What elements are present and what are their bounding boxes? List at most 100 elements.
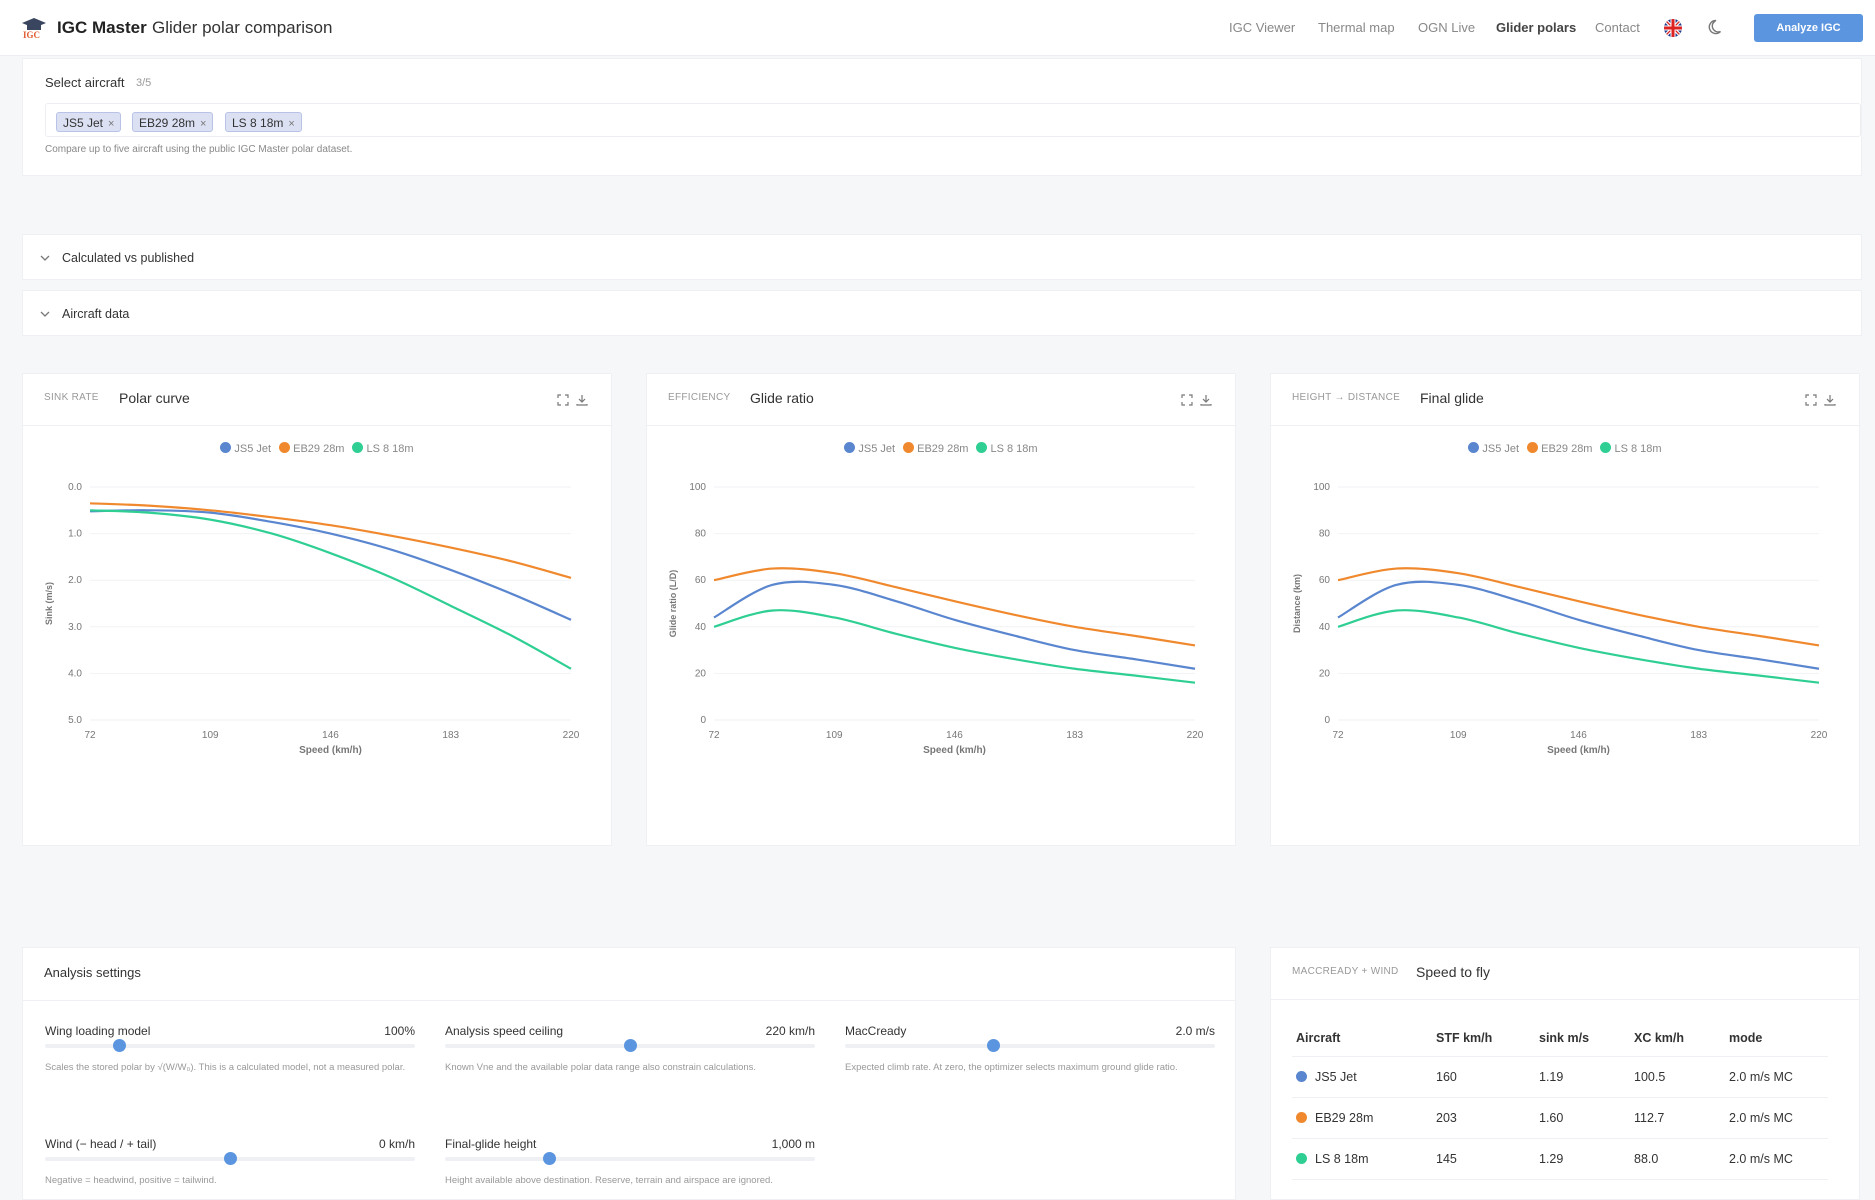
wind-slider[interactable]	[45, 1152, 415, 1165]
legend-item[interactable]: JS5 Jet	[844, 442, 895, 455]
slider-thumb[interactable]	[542, 1152, 556, 1165]
final-glide-height-slider[interactable]	[445, 1152, 815, 1165]
legend-item[interactable]: EB29 28m	[279, 442, 344, 455]
y-tick-label: 20	[1319, 668, 1331, 679]
x-tick-label: 183	[442, 730, 459, 741]
xc-cell: 88.0	[1630, 1138, 1725, 1180]
sink-cell: 1.60	[1535, 1097, 1630, 1139]
section-title: Aircraft data	[62, 307, 130, 321]
igc-logo-icon[interactable]: IGC	[20, 16, 48, 40]
series-line	[713, 567, 1196, 647]
nav-glider-polars[interactable]: Glider polars	[1496, 20, 1577, 35]
x-tick-label: 72	[84, 730, 96, 741]
panel-title: Polar curve	[119, 390, 190, 406]
panel-header: EFFICIENCY Glide ratio	[647, 374, 1235, 426]
wing-loading-model-setting: Wing loading model 100% Scales the stored …	[45, 1024, 415, 1114]
col-xc: XC km/h	[1630, 1020, 1725, 1057]
x-tick-label: 220	[1187, 730, 1204, 741]
brand-name[interactable]: IGC Master	[57, 18, 147, 37]
y-tick-label: 0	[1324, 715, 1330, 726]
mode-cell: 2.0 m/s MC	[1725, 1056, 1828, 1098]
series-line	[1337, 567, 1820, 647]
divider	[23, 1000, 1235, 1001]
slider-label: Wing loading model	[45, 1024, 151, 1038]
y-tick-label: 40	[695, 622, 707, 633]
slider-help-text: Scales the stored polar by √(W/W₀). This…	[45, 1062, 406, 1073]
nav-contact[interactable]: Contact	[1595, 20, 1640, 35]
glide-ratio-panel: EFFICIENCY Glide ratio JS5 Jet EB29 28m LS…	[646, 373, 1236, 846]
maccready-slider[interactable]	[845, 1039, 1215, 1052]
legend-dot	[352, 442, 364, 453]
slider-thumb[interactable]	[224, 1152, 237, 1165]
col-mode: mode	[1725, 1020, 1828, 1057]
tag-eb29-28m: EB29 28m ×	[132, 112, 214, 132]
chart-svg: 0 20 40 60 80 100 72 109 146 183 220 Speed (km/h) Gl…	[668, 482, 1204, 756]
remove-tag-icon[interactable]: ×	[288, 118, 295, 130]
download-icon[interactable]	[1200, 394, 1212, 406]
panel-header: MACCREADY + WIND Speed to fly	[1271, 948, 1859, 1000]
aircraft-multiselect[interactable]: JS5 Jet × EB29 28m × LS 8 18m ×	[45, 103, 1861, 137]
x-tick-label: 109	[1450, 730, 1467, 741]
fullscreen-icon[interactable]	[1181, 394, 1193, 406]
y-tick-label: 4.0	[68, 668, 82, 679]
sink-cell: 1.19	[1535, 1056, 1630, 1098]
dark-mode-moon-icon[interactable]	[1708, 18, 1726, 36]
final-glide-height-setting: Final-glide height 1,000 m Height availabl…	[445, 1137, 815, 1200]
legend-item[interactable]: EB29 28m	[903, 442, 968, 455]
col-sink: sink m/s	[1535, 1020, 1630, 1057]
xc-cell: 112.7	[1630, 1097, 1725, 1139]
legend-item[interactable]: JS5 Jet	[1468, 442, 1519, 455]
legend-item[interactable]: LS 8 18m	[352, 442, 414, 455]
nav-igc-viewer[interactable]: IGC Viewer	[1229, 20, 1296, 35]
tag-ls8-18m: LS 8 18m ×	[225, 112, 302, 132]
chevron-down-icon	[40, 255, 50, 261]
aircraft-cell: LS 8 18m	[1292, 1138, 1432, 1180]
nav-thermal-map[interactable]: Thermal map	[1318, 20, 1395, 35]
download-icon[interactable]	[576, 394, 588, 406]
wing-loading-model-slider[interactable]	[45, 1039, 415, 1052]
x-axis-label: Speed (km/h)	[1547, 745, 1610, 756]
fullscreen-icon[interactable]	[557, 394, 569, 406]
x-tick-label: 72	[1332, 730, 1344, 741]
analyze-igc-button[interactable]: Analyze IGC	[1754, 14, 1863, 42]
remove-tag-icon[interactable]: ×	[108, 118, 115, 130]
table-header-row: Aircraft STF km/h sink m/s XC km/h mode	[1292, 1020, 1828, 1057]
y-tick-label: 80	[1319, 529, 1331, 540]
y-tick-label: 5.0	[68, 715, 82, 726]
y-tick-label: 20	[695, 668, 707, 679]
aircraft-data-section[interactable]: Aircraft data	[22, 290, 1862, 336]
series-line	[1337, 609, 1820, 684]
series-line	[713, 580, 1196, 670]
slider-help-text: Height available above destination. Rese…	[445, 1175, 773, 1186]
slider-value: 0 km/h	[378, 1137, 415, 1151]
calculated-vs-published-section[interactable]: Calculated vs published	[22, 234, 1862, 280]
legend-item[interactable]: LS 8 18m	[1600, 442, 1662, 455]
legend-dot	[844, 442, 856, 453]
nav-ogn-live[interactable]: OGN Live	[1418, 20, 1476, 35]
legend-label: JS5 Jet	[234, 443, 272, 455]
aircraft-name: LS 8 18m	[1315, 1151, 1369, 1166]
legend-item[interactable]: LS 8 18m	[976, 442, 1038, 455]
fullscreen-icon[interactable]	[1805, 394, 1817, 406]
legend-item[interactable]: JS5 Jet	[220, 442, 271, 455]
slider-thumb[interactable]	[113, 1039, 126, 1052]
slider-thumb[interactable]	[987, 1039, 1000, 1052]
slider-thumb[interactable]	[624, 1039, 637, 1052]
slider-value: 2.0 m/s	[1175, 1024, 1215, 1038]
sink-cell: 1.29	[1535, 1138, 1630, 1180]
download-icon[interactable]	[1824, 394, 1836, 406]
y-tick-label: 40	[1319, 622, 1331, 633]
aircraft-cell: EB29 28m	[1292, 1097, 1432, 1139]
y-tick-label: 3.0	[68, 622, 82, 633]
panel-title: Glide ratio	[750, 390, 814, 406]
analysis-settings-card: Analysis settings Wing loading model 100%…	[22, 947, 1236, 1200]
remove-tag-icon[interactable]: ×	[200, 118, 207, 130]
uk-flag-icon[interactable]	[1664, 19, 1682, 37]
panel-eyebrow: EFFICIENCY	[668, 392, 731, 403]
legend-item[interactable]: EB29 28m	[1527, 442, 1592, 455]
stf-cell: 145	[1432, 1138, 1535, 1180]
series-color-dot	[1296, 1070, 1307, 1082]
slider-value: 220 km/h	[765, 1024, 815, 1038]
analysis-speed-ceiling-slider[interactable]	[445, 1039, 815, 1052]
y-tick-label: 100	[689, 482, 706, 493]
